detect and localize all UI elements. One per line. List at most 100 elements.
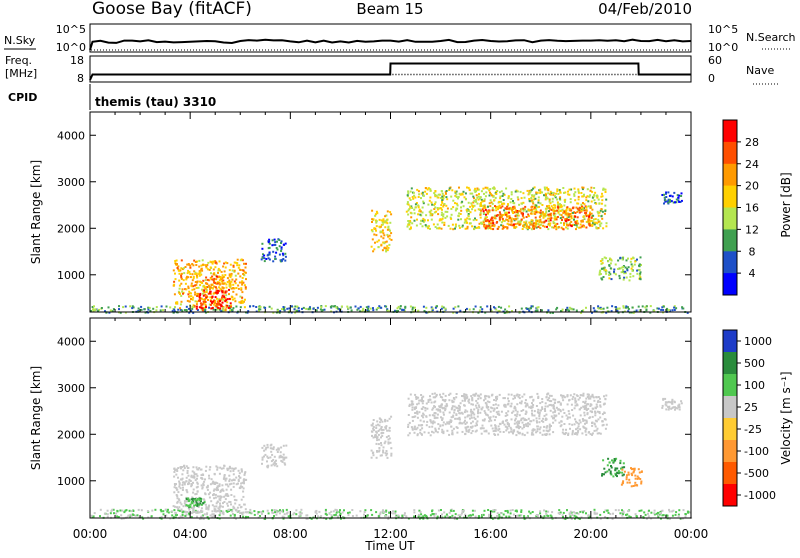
data-cell: [247, 310, 250, 313]
data-cell: [629, 272, 632, 275]
data-cell: [173, 308, 176, 311]
data-cell: [547, 192, 550, 195]
data-cell: [489, 199, 492, 202]
data-cell: [624, 306, 627, 309]
data-cell: [434, 396, 436, 399]
data-cell: [492, 509, 495, 512]
data-cell: [519, 208, 522, 211]
data-cell: [130, 514, 133, 517]
data-cell: [512, 430, 515, 433]
data-cell: [637, 305, 640, 308]
data-cell: [576, 219, 579, 222]
data-cell: [183, 502, 186, 505]
data-cell: [217, 289, 219, 292]
data-cell: [584, 401, 586, 404]
data-cell: [564, 431, 567, 434]
data-cell: [481, 208, 484, 211]
data-cell: [175, 473, 178, 476]
data-cell: [653, 513, 656, 516]
data-cell: [621, 468, 624, 471]
data-cell: [193, 270, 196, 273]
data-cell: [431, 430, 433, 433]
data-cell: [431, 392, 434, 395]
data-cell: [600, 277, 603, 280]
data-cell: [543, 225, 546, 228]
data-cell: [199, 497, 202, 500]
data-cell: [187, 276, 190, 279]
data-cell: [473, 408, 476, 411]
data-cell: [576, 207, 579, 210]
data-cell: [427, 219, 429, 222]
data-cell: [201, 309, 204, 312]
data-cell: [614, 472, 617, 475]
data-cell: [474, 418, 477, 420]
data-cell: [226, 510, 229, 513]
data-cell: [535, 514, 538, 516]
data-cell: [486, 400, 489, 403]
colorbar-segment: [723, 374, 737, 397]
data-cell: [528, 192, 531, 195]
data-cell: [488, 189, 491, 192]
data-cell: [666, 401, 669, 404]
data-cell: [171, 514, 174, 517]
data-cell: [437, 409, 440, 412]
data-cell: [557, 401, 560, 404]
data-cell: [441, 217, 444, 220]
data-cell: [370, 456, 373, 459]
data-cell: [508, 425, 511, 428]
data-cell: [186, 491, 189, 494]
data-cell: [226, 483, 229, 486]
data-cell: [188, 513, 191, 516]
data-cell: [638, 509, 641, 512]
data-cell: [663, 202, 665, 205]
data-cell: [487, 205, 489, 208]
data-cell: [188, 478, 191, 481]
data-cell: [397, 305, 400, 308]
data-cell: [539, 215, 542, 217]
data-cell: [660, 517, 662, 520]
noise-right-tick-bottom: 10^0: [708, 41, 738, 54]
data-cell: [270, 460, 273, 463]
data-cell: [671, 406, 674, 409]
data-cell: [444, 394, 447, 397]
data-cell: [470, 395, 473, 398]
data-cell: [477, 198, 480, 201]
data-cell: [513, 205, 516, 208]
data-cell: [581, 310, 583, 312]
data-cell: [519, 401, 521, 404]
data-cell: [599, 306, 602, 309]
data-cell: [457, 514, 460, 517]
data-cell: [578, 226, 581, 229]
data-cell: [226, 467, 229, 470]
data-cell: [237, 266, 240, 269]
data-cell: [187, 500, 190, 503]
data-cell: [186, 499, 189, 502]
data-cell: [498, 513, 501, 516]
data-cell: [562, 516, 564, 518]
data-cell: [481, 406, 484, 409]
data-cell: [222, 279, 225, 282]
data-cell: [426, 188, 429, 191]
data-cell: [580, 192, 583, 194]
data-cell: [295, 513, 298, 516]
data-cell: [670, 407, 673, 410]
data-cell: [471, 425, 474, 428]
data-cell: [260, 512, 263, 515]
data-cell: [224, 477, 227, 480]
data-cell: [245, 278, 247, 281]
data-cell: [431, 425, 434, 428]
data-cell: [573, 407, 576, 410]
data-cell: [556, 190, 559, 193]
data-cell: [180, 467, 182, 470]
data-cell: [599, 416, 602, 419]
data-cell: [386, 310, 389, 313]
data-cell: [491, 209, 494, 212]
data-cell: [208, 468, 211, 471]
data-cell: [211, 262, 214, 265]
data-cell: [653, 512, 656, 515]
colorbar-tick-label: -100: [744, 445, 769, 458]
data-cell: [667, 408, 670, 411]
data-cell: [537, 408, 540, 411]
data-cell: [218, 498, 221, 501]
data-cell: [242, 511, 245, 514]
